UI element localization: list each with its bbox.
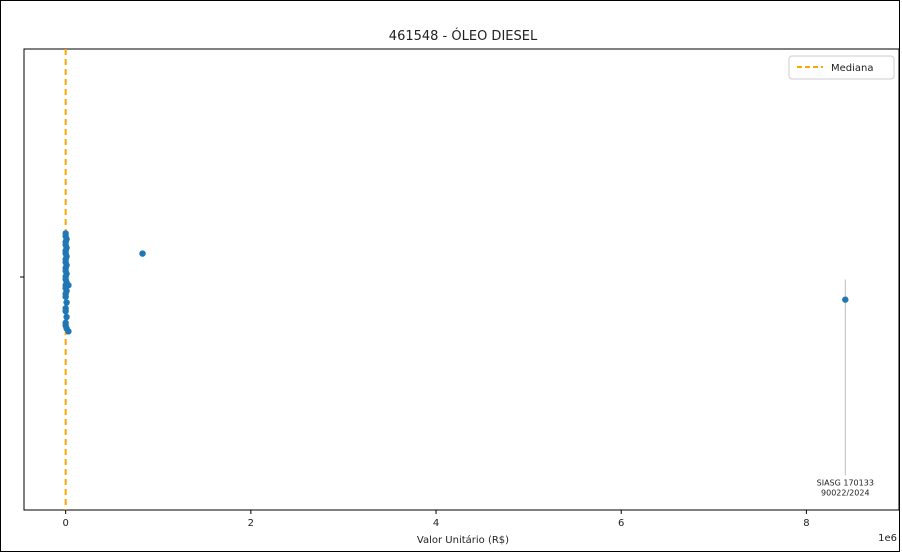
annotation-label: 90022/2024 (821, 488, 870, 497)
legend-box (788, 55, 895, 80)
chart-title: 461548 - ÓLEO DIESEL (389, 28, 538, 44)
legend-label-mediana: Mediana (831, 63, 874, 74)
data-point (842, 296, 849, 303)
data-point (62, 293, 69, 300)
x-tick-label: 4 (433, 518, 439, 529)
data-point (62, 307, 69, 315)
x-tick-label: 6 (618, 518, 624, 529)
plot-area (23, 48, 900, 511)
x-tick-label: 8 (803, 518, 809, 529)
annotation-label: SIASG 170133 (817, 478, 874, 487)
x-offset-text: 1e6 (878, 533, 897, 544)
x-tick-label: 2 (248, 518, 254, 529)
x-tick-label: 0 (62, 518, 68, 529)
legend: Mediana (788, 55, 895, 80)
data-point (63, 313, 70, 321)
data-point (139, 250, 146, 257)
data-point (65, 328, 72, 335)
data-point (63, 299, 70, 306)
x-axis-label: Valor Unitário (R$) (417, 534, 509, 546)
